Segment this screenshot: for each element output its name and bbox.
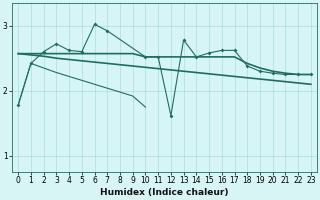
- X-axis label: Humidex (Indice chaleur): Humidex (Indice chaleur): [100, 188, 229, 197]
